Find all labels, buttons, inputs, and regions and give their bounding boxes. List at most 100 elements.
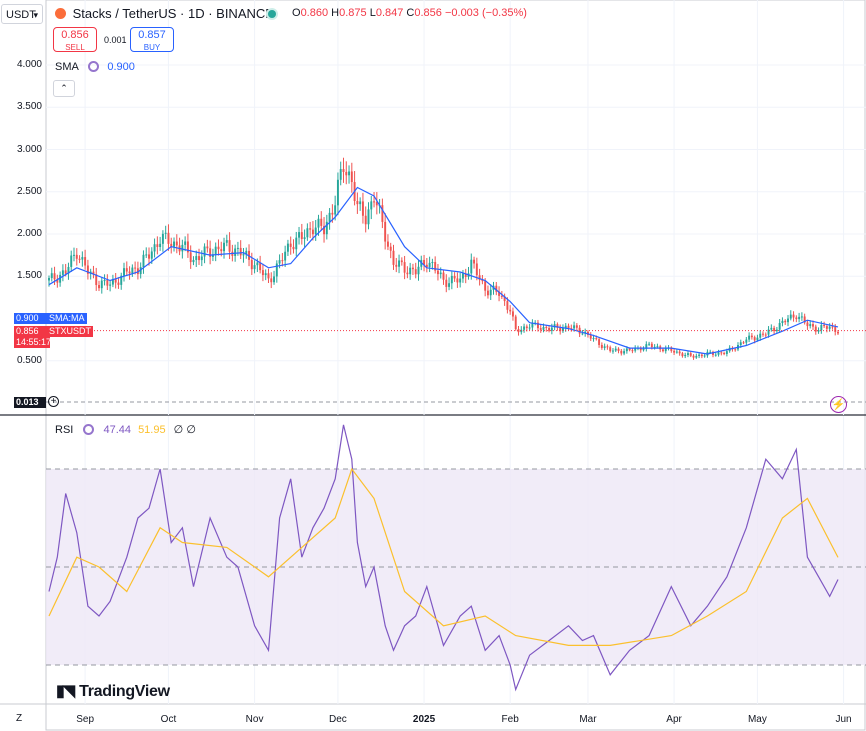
indicator-loading-icon <box>83 424 95 435</box>
candle-body <box>625 348 628 352</box>
candle-body <box>639 347 642 351</box>
sma-label: SMA <box>55 61 79 73</box>
candle-body <box>787 318 789 323</box>
candle-body <box>125 268 128 272</box>
candle-body <box>325 221 328 235</box>
candle-body <box>762 333 764 335</box>
candle-body <box>767 329 770 335</box>
candle-body <box>575 325 578 328</box>
candle-body <box>373 201 376 203</box>
candle-body <box>200 256 203 261</box>
candle-body <box>781 320 784 323</box>
candle-body <box>300 232 303 239</box>
candle-body <box>817 330 820 332</box>
candle-body <box>789 314 792 319</box>
rsi-ma-line <box>48 467 839 647</box>
candle-body <box>225 240 228 243</box>
candle-body <box>434 262 437 271</box>
lightning-icon[interactable]: ⚡ <box>830 396 847 413</box>
buy-button[interactable]: 0.857 BUY <box>130 27 174 52</box>
candle-body <box>664 348 667 352</box>
candle-body <box>259 262 262 271</box>
candle-body <box>684 354 687 357</box>
buy-label: BUY <box>143 43 161 52</box>
candle-body <box>564 325 567 329</box>
candle-body <box>381 205 384 222</box>
candle-body <box>423 259 426 265</box>
candle-body <box>286 243 289 252</box>
candle-body <box>148 254 150 259</box>
candle-body <box>61 270 64 275</box>
last-price-tag: 0.856 <box>14 326 50 337</box>
candle-body <box>92 271 95 275</box>
sell-button[interactable]: 0.856 SELL <box>53 27 97 52</box>
candle-body <box>428 262 431 268</box>
candle-body <box>484 281 487 291</box>
candle-body <box>598 339 601 345</box>
collapse-legend-button[interactable]: ⌃ <box>53 80 75 97</box>
candle-body <box>195 256 198 260</box>
candle-body <box>73 254 75 256</box>
candle-body <box>509 309 512 312</box>
candle-body <box>348 171 351 176</box>
candle-body <box>67 266 70 274</box>
sma-legend[interactable]: SMA 0.900 <box>55 61 135 73</box>
candle-body <box>189 252 192 263</box>
candle-body <box>734 349 737 351</box>
candle-body <box>520 329 523 333</box>
candle-body <box>253 265 256 270</box>
candle-body <box>681 353 684 357</box>
zoom-button[interactable]: Z <box>16 713 23 724</box>
time-tick-label: 2025 <box>412 714 436 725</box>
candle-body <box>500 295 503 297</box>
add-alert-plus-icon[interactable]: + <box>48 396 59 407</box>
candle-body <box>81 257 84 260</box>
candle-body <box>375 201 378 206</box>
candle-body <box>48 278 50 281</box>
candle-body <box>245 250 248 255</box>
candle-body <box>481 279 484 282</box>
candle-body <box>778 322 781 330</box>
candle-body <box>511 311 514 317</box>
sma-value: 0.900 <box>107 61 135 73</box>
candle-body <box>814 326 817 332</box>
candle-body <box>156 244 159 248</box>
ohlc-legend: O0.860 H0.875 L0.847 C0.856 −0.003 (−0.3… <box>292 7 527 19</box>
candle-body <box>725 351 728 354</box>
candle-body <box>611 350 614 352</box>
candle-body <box>795 317 798 320</box>
candle-body <box>809 324 812 327</box>
candle-body <box>359 201 362 205</box>
currency-selector[interactable]: USDT ▾ <box>1 4 43 24</box>
candle-body <box>398 260 401 267</box>
candle-body <box>70 255 73 267</box>
candle-body <box>267 273 270 279</box>
candle-body <box>764 334 767 336</box>
candle-body <box>628 348 631 351</box>
spread-value: 0.001 <box>104 35 127 45</box>
candle-body <box>106 280 109 286</box>
ohlc-close: 0.856 <box>414 7 442 19</box>
candle-body <box>806 322 809 327</box>
market-status-icon[interactable] <box>268 10 276 18</box>
symbol-title[interactable]: Stacks / TetherUS · 1D · BINANCE <box>55 6 274 21</box>
candle-body <box>134 267 137 269</box>
candle-body <box>642 348 645 351</box>
candle-body <box>161 233 164 244</box>
time-tick-label: Dec <box>329 714 347 725</box>
candle-body <box>748 335 751 340</box>
tradingview-logo[interactable]: ▮◥ TradingView <box>56 681 170 701</box>
candle-body <box>609 347 612 352</box>
candle-body <box>59 274 62 283</box>
candle-body <box>50 273 53 279</box>
rsi-legend[interactable]: RSI 47.44 51.95 ∅ ∅ <box>55 423 196 436</box>
candle-body <box>828 326 831 329</box>
candle-body <box>759 333 762 338</box>
candle-body <box>414 269 417 275</box>
candle-body <box>550 327 553 331</box>
candle-body <box>181 244 184 252</box>
candle-body <box>812 324 814 327</box>
candle-body <box>295 237 298 250</box>
candle-body <box>548 328 551 331</box>
